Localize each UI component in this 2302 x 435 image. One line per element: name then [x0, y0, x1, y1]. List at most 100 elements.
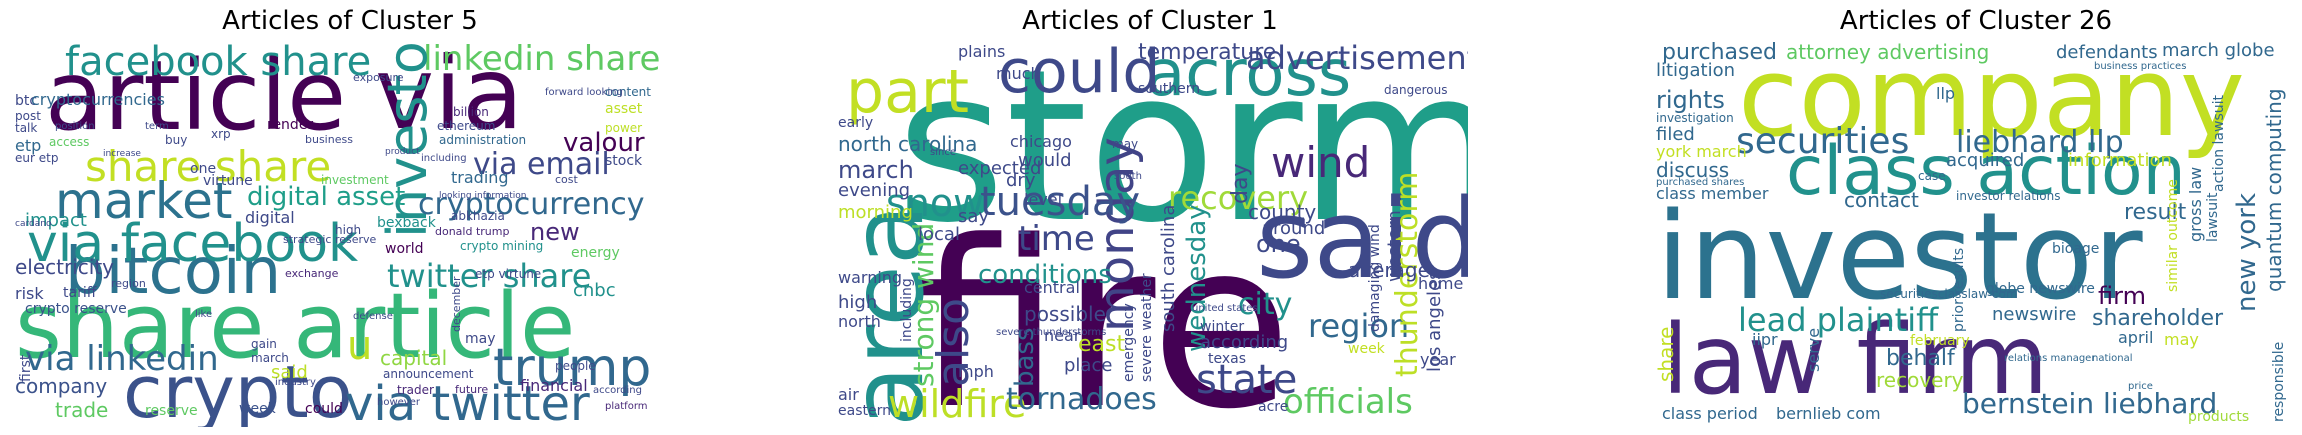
word: class member [1656, 184, 1769, 203]
word: warning [838, 268, 903, 287]
panel-title: Articles of Cluster 5 [222, 6, 478, 36]
word: recovery [1876, 368, 1964, 392]
wordcloud-panel-cluster-26: Articles of Cluster 26 company investor … [1650, 0, 2302, 435]
word: crypto reserve [25, 301, 127, 317]
word: energy [571, 245, 620, 261]
word: people [555, 359, 596, 373]
word: east [1078, 332, 1126, 357]
word: high [335, 223, 362, 237]
word: tornadoes [1006, 382, 1157, 417]
word: platform [605, 401, 648, 412]
word: gross law [2186, 166, 2205, 242]
word: share [1656, 326, 1678, 382]
word: recovery [1168, 179, 1309, 217]
word: forward looking [545, 87, 623, 98]
word: company [1738, 42, 2245, 161]
word: similar outcome [2165, 179, 2181, 292]
word: digital asset [247, 182, 406, 212]
word: via twitter [345, 376, 590, 427]
word: purchased [1662, 42, 1777, 65]
word: contact [1844, 188, 1919, 212]
word: could [998, 42, 1161, 107]
word: case [1918, 169, 1946, 183]
word: north [838, 312, 881, 331]
word: business practices [2094, 61, 2187, 72]
word: attorney advertising [1786, 42, 1990, 64]
word: world [385, 241, 424, 257]
word: tariff [63, 285, 97, 301]
word: united states [1192, 303, 1258, 314]
word: product [385, 147, 420, 157]
word: tuesday [980, 179, 1141, 225]
word: fire [916, 193, 1292, 428]
word: announcement [383, 367, 474, 381]
word: high [838, 292, 878, 313]
word: region [111, 277, 146, 290]
word: looking information [439, 191, 527, 201]
word: bitcoin [65, 235, 282, 309]
word: etp [15, 136, 42, 155]
word: class action [1786, 132, 2186, 211]
word: investigation [1656, 111, 1734, 125]
word: twitter share [387, 257, 592, 295]
word: reserve [145, 403, 198, 419]
word: place [1064, 355, 1113, 376]
word: plains [958, 42, 1006, 61]
word: average [1348, 258, 1430, 282]
word: cryptocurrencies [31, 90, 165, 109]
word: llp [1936, 84, 1956, 103]
word: cryptocurrency [418, 187, 645, 222]
word: york march [1656, 142, 1747, 161]
word: chicago [1010, 132, 1072, 151]
word: investment [321, 173, 389, 187]
word: south [1114, 171, 1142, 182]
word: business [305, 133, 353, 146]
word: like [195, 309, 213, 320]
word: march [838, 156, 914, 184]
word: market [55, 172, 233, 230]
panel-title: Articles of Cluster 1 [1022, 6, 1278, 36]
word: billion [453, 105, 489, 119]
word: week [1348, 341, 1385, 357]
word: possible [1024, 302, 1106, 326]
word: electricity [15, 255, 115, 279]
word: virtune [203, 173, 253, 189]
wordcloud-panel-cluster-5: Articles of Cluster 5 article via share … [0, 0, 680, 435]
word: cnbc [573, 280, 616, 301]
word: dry [1006, 170, 1036, 191]
word: position [55, 121, 95, 132]
word: xrp [211, 127, 231, 141]
word: may [1112, 137, 1139, 151]
word: donald trump [435, 225, 510, 238]
word: officials [1283, 382, 1413, 422]
word: iipr [1752, 330, 1778, 349]
word: impact [25, 210, 87, 231]
word: newswire [1992, 304, 2077, 325]
word: post [15, 109, 41, 123]
word: region [1308, 307, 1410, 345]
wordcloud-panel-cluster-1: Articles of Cluster 1 storm fire area sa… [830, 0, 1470, 435]
word: acre [1258, 399, 1289, 415]
wordcloud-cluster-26: company investor law firm class action s… [1656, 42, 2296, 427]
word: share share [85, 142, 332, 191]
word: increase [103, 149, 141, 159]
word: western [1384, 210, 1405, 282]
word: ethereum [437, 119, 496, 133]
word: strategic reserve [283, 233, 377, 246]
word: linkedin share [423, 42, 661, 79]
word: since [930, 147, 956, 158]
word: serve [1804, 327, 1823, 372]
word: winter [1200, 319, 1245, 335]
word: acquired [1946, 150, 2025, 171]
word: could [305, 401, 343, 417]
word: facebook share [65, 42, 372, 85]
word: share article [15, 274, 576, 379]
word: valour [563, 128, 645, 158]
word: behalf [1886, 346, 1955, 371]
word: wildfire [888, 382, 1027, 426]
word: one [190, 161, 217, 177]
word: asset [605, 101, 643, 117]
word: crypto [123, 350, 353, 427]
word: digital [245, 208, 295, 227]
word: quantum computing [2262, 88, 2286, 292]
